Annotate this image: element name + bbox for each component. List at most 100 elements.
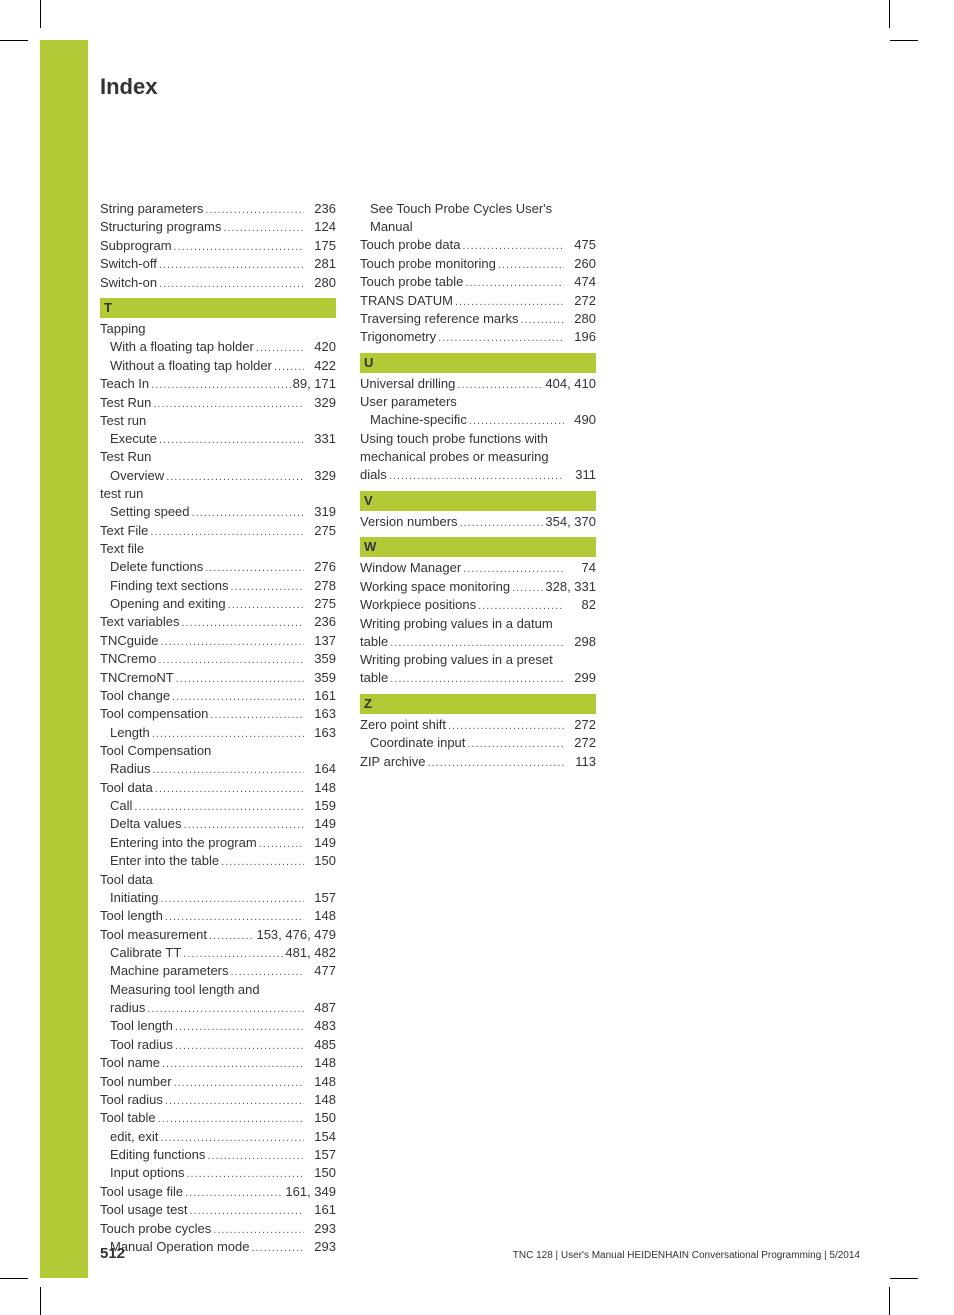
index-entry-label: Length bbox=[110, 724, 150, 742]
index-entry-label: Delta values bbox=[110, 815, 182, 833]
index-entry-label: Radius bbox=[110, 760, 150, 778]
index-entry: Structuring programs124 bbox=[100, 218, 336, 236]
index-entry-dots bbox=[462, 236, 564, 254]
index-entry-page: 319 bbox=[306, 503, 336, 521]
index-section-header: T bbox=[100, 298, 336, 318]
index-entry-dots bbox=[455, 292, 564, 310]
index-entry: Length 163 bbox=[100, 724, 336, 742]
index-entry-label: Measuring tool length and bbox=[110, 981, 260, 999]
index-entry-label: Tool length bbox=[110, 1017, 173, 1035]
index-entry-label: radius bbox=[110, 999, 145, 1017]
index-entry-dots bbox=[153, 394, 304, 412]
index-entry-label: Editing functions bbox=[110, 1146, 205, 1164]
index-entry-dots bbox=[150, 522, 304, 540]
index-entry-label: Execute bbox=[110, 430, 157, 448]
index-entry-dots bbox=[457, 375, 543, 393]
index-entry-page: 161 bbox=[306, 687, 336, 705]
index-entry-label: Teach In bbox=[100, 375, 149, 393]
index-entry-dots bbox=[147, 999, 304, 1017]
index-entry: Input options150 bbox=[100, 1164, 336, 1182]
index-entry: Enter into the table150 bbox=[100, 852, 336, 870]
index-entry-label: See Touch Probe Cycles User's bbox=[370, 200, 552, 218]
index-entry-page: 137 bbox=[306, 632, 336, 650]
index-entry: With a floating tap holder 420 bbox=[100, 338, 336, 356]
index-entry: Tool number148 bbox=[100, 1073, 336, 1091]
index-entry: Tool radius485 bbox=[100, 1036, 336, 1054]
index-entry-page: 272 bbox=[566, 716, 596, 734]
index-entry-page: 420 bbox=[306, 338, 336, 356]
index-entry: Text file bbox=[100, 540, 336, 558]
index-entry: Tool data bbox=[100, 871, 336, 889]
index-entry-label: Using touch probe functions with bbox=[360, 430, 548, 448]
index-entry-label: Delete functions bbox=[110, 558, 203, 576]
index-entry-label: With a floating tap holder bbox=[110, 338, 254, 356]
index-entry-page: 157 bbox=[306, 889, 336, 907]
index-entry-label: Tool table bbox=[100, 1109, 156, 1127]
index-entry-page: 359 bbox=[306, 669, 336, 687]
index-entry-label: Switch-on bbox=[100, 274, 157, 292]
index-entry-label: Universal drilling bbox=[360, 375, 455, 393]
index-entry-dots bbox=[469, 411, 564, 429]
crop-mark bbox=[40, 0, 41, 28]
index-entry-dots bbox=[166, 467, 304, 485]
index-entry: Writing probing values in a preset bbox=[360, 651, 596, 669]
index-entry-dots bbox=[159, 430, 304, 448]
index-entry-label: Touch probe table bbox=[360, 273, 463, 291]
index-entry: Text File275 bbox=[100, 522, 336, 540]
index-entry-dots bbox=[390, 633, 564, 651]
index-entry-label: Tool data bbox=[100, 779, 153, 797]
index-entry-page: 328, 331 bbox=[545, 578, 596, 596]
index-entry-page: 161, 349 bbox=[285, 1183, 336, 1201]
index-entry-dots bbox=[185, 1183, 283, 1201]
index-entry-dots bbox=[172, 687, 304, 705]
index-entry-dots bbox=[159, 255, 304, 273]
index-column-1: String parameters236Structuring programs… bbox=[100, 200, 336, 1256]
index-entry-label: Tool radius bbox=[100, 1091, 163, 1109]
index-entry-label: User parameters bbox=[360, 393, 457, 411]
index-entry: Switch-on280 bbox=[100, 274, 336, 292]
index-entry-label: TNCremoNT bbox=[100, 669, 174, 687]
index-entry-page: 474 bbox=[566, 273, 596, 291]
index-entry-page: 163 bbox=[306, 724, 336, 742]
index-entry-dots bbox=[189, 1201, 304, 1219]
index-entry: Working space monitoring328, 331 bbox=[360, 578, 596, 596]
index-entry-label: Test Run bbox=[100, 394, 151, 412]
index-entry-page: 280 bbox=[566, 310, 596, 328]
index-entry-dots bbox=[175, 1017, 304, 1035]
index-entry-page: 311 bbox=[566, 466, 596, 484]
index-entry-dots bbox=[192, 503, 304, 521]
index-entry-dots bbox=[512, 578, 543, 596]
index-entry-dots bbox=[465, 273, 564, 291]
index-entry-page: 89, 171 bbox=[293, 375, 336, 393]
index-entry-page: 293 bbox=[306, 1220, 336, 1238]
index-entry-dots bbox=[134, 797, 304, 815]
index-entry: Test Run bbox=[100, 448, 336, 466]
index-entry: TNCremoNT 359 bbox=[100, 669, 336, 687]
index-entry-label: TNCguide bbox=[100, 632, 159, 650]
index-entry: Window Manager74 bbox=[360, 559, 596, 577]
index-entry-page: 331 bbox=[306, 430, 336, 448]
index-entry-label: Call bbox=[110, 797, 132, 815]
index-entry-page: 481, 482 bbox=[285, 944, 336, 962]
index-entry: Without a floating tap holder422 bbox=[100, 357, 336, 375]
footer-text: TNC 128 | User's Manual HEIDENHAIN Conve… bbox=[513, 1250, 860, 1261]
crop-mark bbox=[890, 1278, 918, 1279]
index-entry-label: ZIP archive bbox=[360, 753, 426, 771]
crop-mark bbox=[0, 40, 28, 41]
index-entry-page: 148 bbox=[306, 779, 336, 797]
index-entry: Delta values149 bbox=[100, 815, 336, 833]
index-entry-label: Initiating bbox=[110, 889, 158, 907]
index-entry-dots bbox=[205, 200, 304, 218]
index-entry-dots bbox=[152, 760, 304, 778]
index-entry: See Touch Probe Cycles User's bbox=[360, 200, 596, 218]
index-entry-dots bbox=[274, 357, 304, 375]
index-entry: Coordinate input272 bbox=[360, 734, 596, 752]
index-entry-page: 329 bbox=[306, 467, 336, 485]
index-entry-dots bbox=[174, 1073, 304, 1091]
index-entry-label: Input options bbox=[110, 1164, 184, 1182]
index-entry: Setting speed319 bbox=[100, 503, 336, 521]
index-entry-page: 477 bbox=[306, 962, 336, 980]
index-entry-page: 149 bbox=[306, 834, 336, 852]
index-entry-page: 275 bbox=[306, 595, 336, 613]
index-entry-dots bbox=[438, 328, 564, 346]
